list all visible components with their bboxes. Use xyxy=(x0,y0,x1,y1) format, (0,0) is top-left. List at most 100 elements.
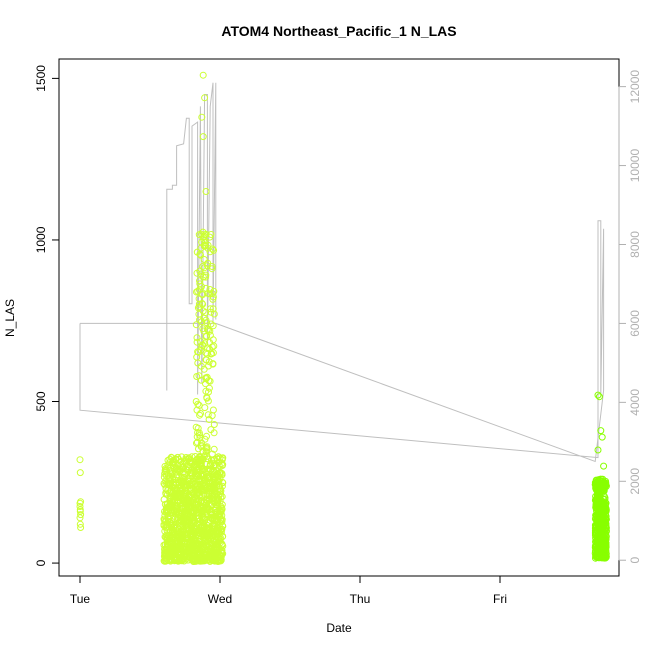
data-point xyxy=(193,338,201,346)
data-point xyxy=(217,528,225,536)
data-point xyxy=(187,521,195,529)
data-point xyxy=(205,533,213,541)
y-axis-label: N_LAS xyxy=(3,299,17,337)
secondary-line-series xyxy=(79,82,605,463)
data-point xyxy=(196,516,204,524)
data-point xyxy=(166,538,174,546)
data-point xyxy=(195,300,203,308)
data-point xyxy=(208,263,216,270)
y-tick-label: 500 xyxy=(34,391,48,411)
data-point xyxy=(206,462,214,470)
data-point xyxy=(193,334,201,342)
data-point xyxy=(595,547,603,555)
data-point xyxy=(184,474,192,482)
data-point xyxy=(194,429,202,436)
data-point xyxy=(198,113,206,121)
data-point xyxy=(188,536,196,544)
data-point xyxy=(201,451,209,459)
data-point xyxy=(199,508,206,516)
data-point xyxy=(180,478,188,486)
data-point xyxy=(219,522,226,530)
data-point xyxy=(201,404,209,412)
data-point xyxy=(206,345,214,353)
data-point xyxy=(180,474,188,482)
data-point xyxy=(177,514,185,522)
data-point xyxy=(219,478,226,486)
data-point xyxy=(165,480,172,488)
x-tick-label: Thu xyxy=(350,592,371,606)
data-point xyxy=(216,506,224,514)
data-point xyxy=(187,459,195,467)
data-point xyxy=(194,471,202,479)
data-point xyxy=(203,319,211,327)
data-point xyxy=(77,511,85,519)
data-point xyxy=(198,283,205,290)
data-point xyxy=(594,391,602,399)
chart-title: ATOM4 Northeast_Pacific_1 N_LAS xyxy=(221,23,456,39)
x-tick-label: Wed xyxy=(208,592,232,606)
data-point xyxy=(598,433,606,441)
data-point xyxy=(169,475,177,483)
y2-tick-label: 12000 xyxy=(628,70,642,104)
y-tick-label: 1500 xyxy=(34,65,48,92)
data-point xyxy=(198,318,206,326)
data-point xyxy=(209,305,217,313)
data-point xyxy=(188,485,196,493)
data-point xyxy=(592,541,600,549)
data-point xyxy=(212,543,220,551)
y2-tick-label: 2000 xyxy=(628,468,642,495)
data-point xyxy=(199,133,207,141)
data-point xyxy=(167,546,175,554)
data-point xyxy=(172,455,179,463)
data-point xyxy=(181,509,189,517)
x-tick-label: Tue xyxy=(70,592,91,606)
data-point xyxy=(218,456,226,464)
data-point xyxy=(214,473,222,481)
data-point xyxy=(208,511,216,519)
data-point xyxy=(194,304,202,312)
data-point xyxy=(209,406,217,414)
data-point xyxy=(180,529,187,537)
data-point xyxy=(205,358,213,366)
data-point xyxy=(166,470,174,478)
data-point xyxy=(202,309,210,316)
data-point xyxy=(199,273,207,281)
data-point xyxy=(166,512,174,520)
data-point xyxy=(187,549,195,557)
y-tick-label: 0 xyxy=(34,559,48,566)
data-point xyxy=(167,533,175,540)
x-tick-label: Fri xyxy=(493,592,507,606)
data-point xyxy=(178,480,186,488)
data-point xyxy=(209,360,217,368)
data-point xyxy=(193,373,201,380)
data-point xyxy=(198,487,206,495)
data-point xyxy=(214,477,222,485)
data-point xyxy=(203,444,211,452)
data-point xyxy=(167,495,175,503)
data-point xyxy=(176,557,184,565)
data-point xyxy=(198,463,206,471)
data-point xyxy=(161,508,168,515)
data-point xyxy=(197,410,204,417)
data-point xyxy=(219,550,227,558)
data-point xyxy=(217,503,225,511)
data-point xyxy=(182,454,190,461)
data-point xyxy=(179,505,187,513)
line-series-segment xyxy=(166,82,217,395)
data-point xyxy=(210,429,218,437)
data-point xyxy=(76,506,84,514)
data-point xyxy=(194,287,202,295)
data-point xyxy=(77,524,85,531)
data-point xyxy=(199,291,207,299)
data-point xyxy=(176,513,184,521)
data-point xyxy=(219,533,226,541)
data-point xyxy=(179,518,187,526)
data-point xyxy=(206,286,214,293)
data-point xyxy=(183,516,191,524)
data-point xyxy=(172,464,180,472)
data-point xyxy=(594,497,602,504)
data-point xyxy=(592,479,600,487)
data-point xyxy=(186,493,193,501)
data-point xyxy=(173,508,181,516)
data-point xyxy=(161,467,169,474)
